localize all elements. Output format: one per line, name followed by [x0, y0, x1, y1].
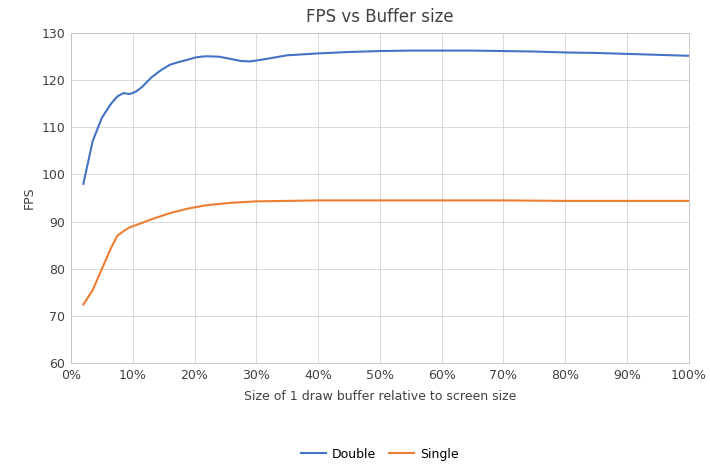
Legend: Double, Single: Double, Single: [296, 443, 464, 466]
Title: FPS vs Buffer size: FPS vs Buffer size: [306, 7, 454, 26]
Y-axis label: FPS: FPS: [23, 187, 36, 209]
X-axis label: Size of 1 draw buffer relative to screen size: Size of 1 draw buffer relative to screen…: [244, 391, 516, 404]
